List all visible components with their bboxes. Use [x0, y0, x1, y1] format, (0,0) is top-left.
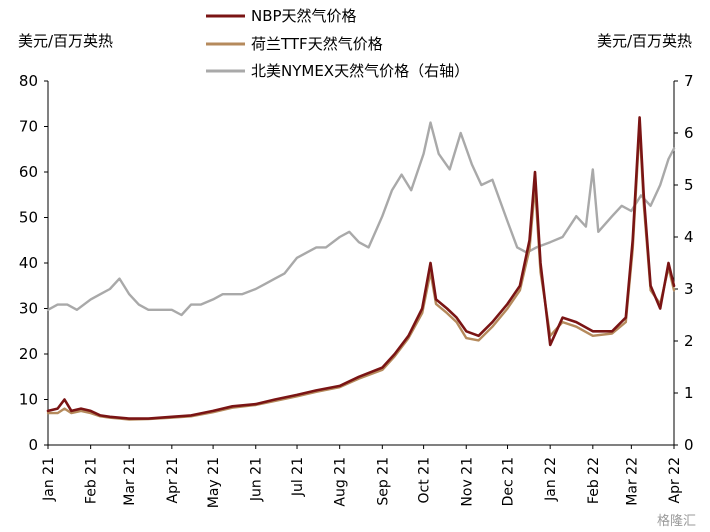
x-tick-label: Aug 21	[333, 457, 349, 507]
watermark-logo: 格隆汇	[657, 513, 696, 529]
x-tick-label: Dec 21	[501, 457, 517, 506]
x-tick-label: Feb 21	[84, 457, 100, 504]
right-tick-label: 7	[684, 72, 694, 90]
chart-legend: NBP天然气价格 荷兰TTF天然气价格 北美NYMEX天然气价格（右轴）	[206, 7, 469, 80]
x-tick-label: Feb 22	[586, 457, 602, 504]
right-tick-label: 6	[684, 124, 694, 142]
x-tick-label: Apr 21	[165, 457, 181, 503]
x-tick-label: Jan 22	[543, 457, 559, 502]
left-tick-label: 10	[19, 391, 38, 409]
right-tick-label: 0	[684, 436, 694, 454]
left-tick-label: 20	[19, 345, 38, 363]
right-tick-label: 5	[684, 176, 694, 194]
left-axis-unit-label: 美元/百万英热	[18, 32, 113, 50]
x-tick-label: Jun 21	[249, 457, 265, 502]
legend-label-nymex: 北美NYMEX天然气价格（右轴）	[251, 62, 469, 80]
plot-axes: 0 10 20 30 40 50 60 70 80 0 1 2 3 4 5 6 7 Jan 21 Feb 21 Mar…	[19, 72, 694, 508]
left-tick-label: 80	[19, 72, 38, 90]
nymex-price-line	[46, 121, 676, 317]
nbp-price-line	[46, 116, 676, 420]
x-tick-label: Jul 21	[290, 457, 306, 497]
x-tick-label: Mar 22	[624, 457, 640, 506]
x-tick-label: Nov 21	[459, 457, 475, 507]
left-tick-label: 60	[19, 163, 38, 181]
legend-label-nbp: NBP天然气价格	[251, 7, 357, 25]
x-tick-label: Jan 21	[41, 457, 57, 502]
left-tick-label: 0	[28, 436, 38, 454]
plot-series	[46, 116, 676, 421]
right-tick-label: 2	[684, 332, 694, 350]
x-tick-label: Apr 22	[667, 457, 683, 503]
legend-label-ttf: 荷兰TTF天然气价格	[251, 35, 383, 53]
right-tick-label: 1	[684, 384, 694, 402]
right-tick-label: 4	[684, 228, 694, 246]
left-tick-label: 70	[19, 118, 38, 136]
right-tick-label: 3	[684, 280, 694, 298]
right-axis-unit-label: 美元/百万英热	[597, 32, 692, 50]
x-tick-label: Oct 21	[417, 457, 433, 503]
x-tick-label: Sep 21	[375, 457, 391, 506]
left-tick-label: 30	[19, 300, 38, 318]
x-tick-label: May 21	[206, 457, 222, 508]
left-tick-label: 50	[19, 209, 38, 227]
x-tick-label: Mar 21	[122, 457, 138, 506]
left-tick-label: 40	[19, 254, 38, 272]
